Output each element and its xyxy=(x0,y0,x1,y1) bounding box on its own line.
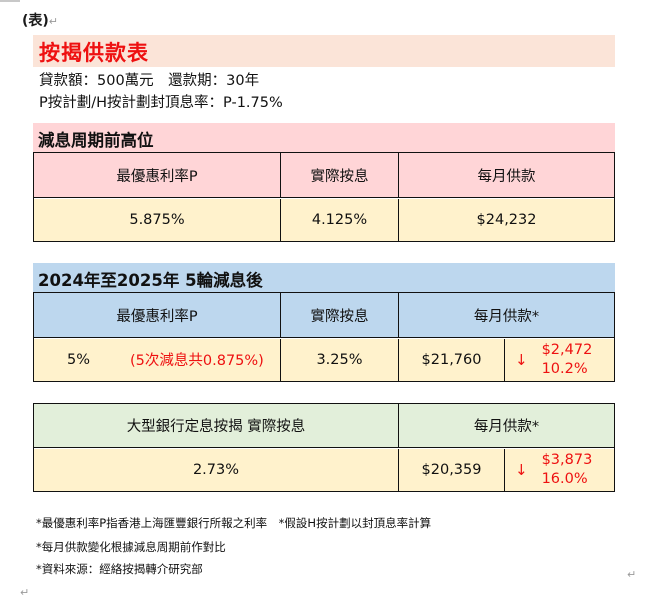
header-prime-rate: 最優惠利率P xyxy=(116,308,198,325)
change-percent: 16.0% xyxy=(541,470,588,487)
header-actual-rate: 實際按息 xyxy=(280,293,398,337)
header-actual-rate: 實際按息 xyxy=(280,153,398,197)
loan-info-line: 貸款額：500萬元 還款期：30年 xyxy=(39,73,260,89)
header-monthly-payment: 每月供款 xyxy=(398,153,614,197)
paragraph-mark-icon: ↵ xyxy=(627,568,637,581)
cell-prime-rate: 5% xyxy=(67,351,91,368)
paragraph-mark-icon: ↵ xyxy=(48,15,59,28)
cell-actual-rate: 2.73% xyxy=(192,461,240,478)
cell-monthly-payment: $24,232 xyxy=(398,198,614,241)
cell-actual-rate: 3.25% xyxy=(280,338,398,381)
cell-monthly-payment: $20,359 xyxy=(398,448,504,491)
footnote-source: *資料來源：經絡按揭轉介研究部 xyxy=(36,562,203,576)
header-monthly-payment: 每月供款* xyxy=(398,293,614,337)
cell-payment-change: ↓ $2,472 10.2% xyxy=(504,338,614,381)
down-arrow-icon: ↓ xyxy=(515,350,528,369)
footnote-prime-rate: *最優惠利率P指香港上海匯豐銀行所報之利率 *假設H按計劃以封頂息率計算 xyxy=(36,516,432,530)
table-label: (表)↵ xyxy=(22,10,58,30)
row-divider xyxy=(34,337,614,338)
cell-actual-rate: 4.125% xyxy=(280,198,398,241)
paragraph-mark-icon: ↵ xyxy=(20,586,30,599)
table-header-row: 最優惠利率P 實際按息 每月供款 xyxy=(34,153,614,197)
row-divider xyxy=(34,197,614,198)
cell-payment-change: ↓ $3,873 16.0% xyxy=(504,448,614,491)
section-title: 2024年至2025年 5輪減息後 xyxy=(38,271,263,290)
title-banner: 按揭供款表 xyxy=(33,35,615,67)
row-divider xyxy=(34,447,614,448)
change-amount: $3,873 xyxy=(541,451,593,468)
change-amount: $2,472 xyxy=(541,341,593,358)
page-title: 按揭供款表 xyxy=(39,41,149,65)
cell-monthly-payment: $21,760 xyxy=(398,338,504,381)
header-fixed-rate: 大型銀行定息按揭 實際按息 xyxy=(126,419,306,435)
down-arrow-icon: ↓ xyxy=(515,460,528,479)
header-monthly-payment: 每月供款* xyxy=(398,404,614,447)
cap-rate-info-line: P按計劃/H按計劃封頂息率：P-1.75% xyxy=(39,95,283,111)
rate-cut-note: (5次減息共0.875%) xyxy=(130,353,264,370)
change-percent: 10.2% xyxy=(541,360,588,377)
section-title: 減息周期前高位 xyxy=(38,131,154,150)
table-row: 2.73% $20,359 ↓ $3,873 16.0% xyxy=(34,448,614,491)
table-post-cut: 最優惠利率P 實際按息 每月供款* 5% (5次減息共0.875%) 3.25%… xyxy=(33,292,615,382)
table-header-row: 大型銀行定息按揭 實際按息 每月供款* xyxy=(34,404,614,447)
table-row: 5.875% 4.125% $24,232 xyxy=(34,198,614,241)
page-corner-marker xyxy=(0,0,20,2)
footnote-comparison: *每月供款變化根據減息周期前作對比 xyxy=(36,540,226,554)
table-header-row: 最優惠利率P 實際按息 每月供款* xyxy=(34,293,614,337)
cell-prime-rate: 5.875% xyxy=(129,211,185,228)
table-label-text: (表) xyxy=(22,13,49,29)
cell-prime-rate-group: 5% (5次減息共0.875%) xyxy=(34,339,280,382)
header-prime-rate: 最優惠利率P xyxy=(116,168,198,185)
section-header-pre-cut: 減息周期前高位 xyxy=(33,123,615,153)
table-pre-cut: 最優惠利率P 實際按息 每月供款 5.875% 4.125% $24,232 xyxy=(33,152,615,242)
table-row: 5% (5次減息共0.875%) 3.25% $21,760 ↓ $2,472 … xyxy=(34,338,614,382)
table-fixed-rate: 大型銀行定息按揭 實際按息 每月供款* 2.73% $20,359 ↓ $3,8… xyxy=(33,403,615,492)
section-header-post-cut: 2024年至2025年 5輪減息後 xyxy=(33,263,615,293)
